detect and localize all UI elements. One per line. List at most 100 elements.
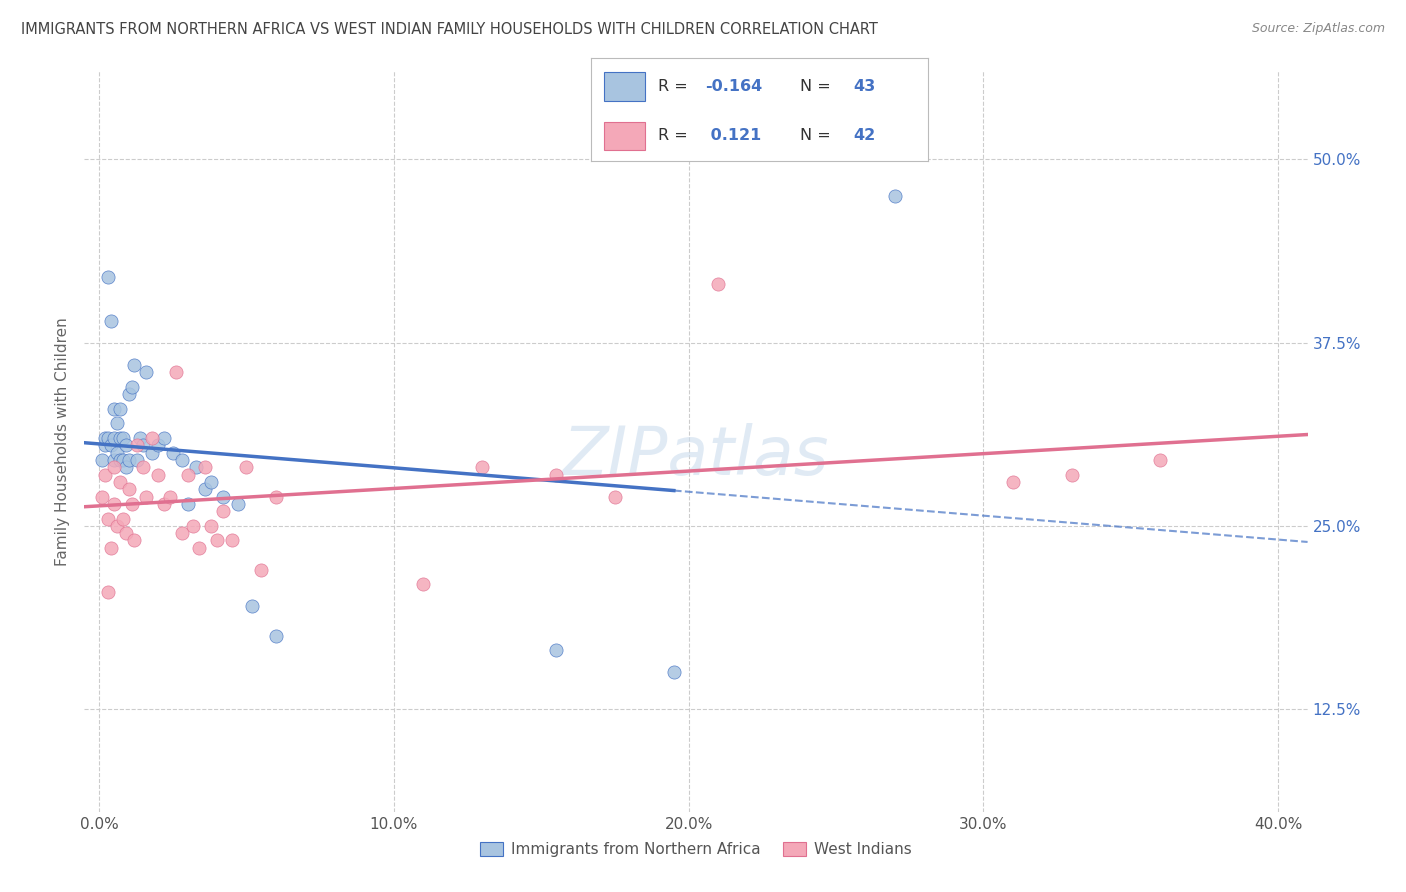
Y-axis label: Family Households with Children: Family Households with Children <box>55 318 70 566</box>
Point <box>94 438 117 452</box>
Point <box>129 431 152 445</box>
Point <box>412 577 434 591</box>
Point <box>127 453 149 467</box>
Point <box>135 490 157 504</box>
Point <box>212 504 235 518</box>
Point <box>111 431 134 445</box>
Point <box>94 467 117 482</box>
Point <box>205 533 228 548</box>
Point <box>603 490 626 504</box>
Point <box>121 379 143 393</box>
Text: N =: N = <box>800 79 835 95</box>
Point <box>97 269 120 284</box>
Point <box>124 533 146 548</box>
Point <box>200 519 222 533</box>
Point <box>235 460 257 475</box>
Legend: Immigrants from Northern Africa, West Indians: Immigrants from Northern Africa, West In… <box>474 836 918 863</box>
Point <box>141 431 163 445</box>
Point <box>114 526 136 541</box>
Point <box>127 438 149 452</box>
Point <box>240 599 263 614</box>
Point <box>103 401 125 416</box>
Point <box>544 643 567 657</box>
Point <box>103 453 125 467</box>
Point <box>108 401 131 416</box>
Point <box>124 358 146 372</box>
Text: R =: R = <box>658 128 697 144</box>
Point <box>1060 467 1083 482</box>
Point <box>662 665 685 680</box>
Point <box>135 365 157 379</box>
Point <box>114 460 136 475</box>
Point <box>153 497 176 511</box>
Point <box>117 453 139 467</box>
Point <box>108 475 131 489</box>
Point <box>170 453 193 467</box>
Text: N =: N = <box>800 128 835 144</box>
Point <box>884 189 907 203</box>
Point <box>105 519 128 533</box>
Point <box>100 313 122 327</box>
Point <box>544 467 567 482</box>
Text: R =: R = <box>658 79 693 95</box>
Point <box>103 460 125 475</box>
Point <box>212 490 235 504</box>
Point <box>111 511 134 525</box>
Point <box>91 490 114 504</box>
Point <box>132 438 155 452</box>
Point <box>108 453 131 467</box>
Point <box>103 497 125 511</box>
Point <box>186 460 208 475</box>
Point <box>200 475 222 489</box>
Point <box>176 467 198 482</box>
Point <box>146 467 169 482</box>
Point <box>97 511 120 525</box>
Point <box>111 453 134 467</box>
Point <box>183 519 205 533</box>
Point <box>159 490 181 504</box>
Point <box>176 497 198 511</box>
Point <box>100 541 122 555</box>
Point <box>117 387 139 401</box>
Point <box>188 541 211 555</box>
Point <box>153 431 176 445</box>
Point <box>170 526 193 541</box>
Point <box>114 438 136 452</box>
Point <box>707 277 730 291</box>
FancyBboxPatch shape <box>605 72 644 101</box>
Point <box>226 497 249 511</box>
Point <box>105 416 128 430</box>
Point <box>264 629 287 643</box>
Point <box>100 438 122 452</box>
Point <box>165 365 187 379</box>
Text: -0.164: -0.164 <box>706 79 762 95</box>
Point <box>97 584 120 599</box>
Point <box>194 482 217 496</box>
Point <box>117 482 139 496</box>
Point <box>97 431 120 445</box>
Point <box>471 460 494 475</box>
Text: ZIPatlas: ZIPatlas <box>562 424 830 490</box>
Point <box>1149 453 1171 467</box>
FancyBboxPatch shape <box>605 121 644 150</box>
Point <box>132 460 155 475</box>
Point <box>91 453 114 467</box>
Text: Source: ZipAtlas.com: Source: ZipAtlas.com <box>1251 22 1385 36</box>
Point <box>108 431 131 445</box>
Point <box>94 431 117 445</box>
Point <box>250 563 273 577</box>
Point <box>105 445 128 459</box>
Point <box>103 431 125 445</box>
Point <box>264 490 287 504</box>
Point <box>162 445 184 459</box>
Point <box>1001 475 1024 489</box>
Point <box>121 497 143 511</box>
Text: 0.121: 0.121 <box>706 128 762 144</box>
Text: 43: 43 <box>853 79 876 95</box>
Text: 42: 42 <box>853 128 876 144</box>
Point <box>146 438 169 452</box>
Point <box>221 533 243 548</box>
Point <box>141 445 163 459</box>
Point <box>194 460 217 475</box>
Text: IMMIGRANTS FROM NORTHERN AFRICA VS WEST INDIAN FAMILY HOUSEHOLDS WITH CHILDREN C: IMMIGRANTS FROM NORTHERN AFRICA VS WEST … <box>21 22 877 37</box>
